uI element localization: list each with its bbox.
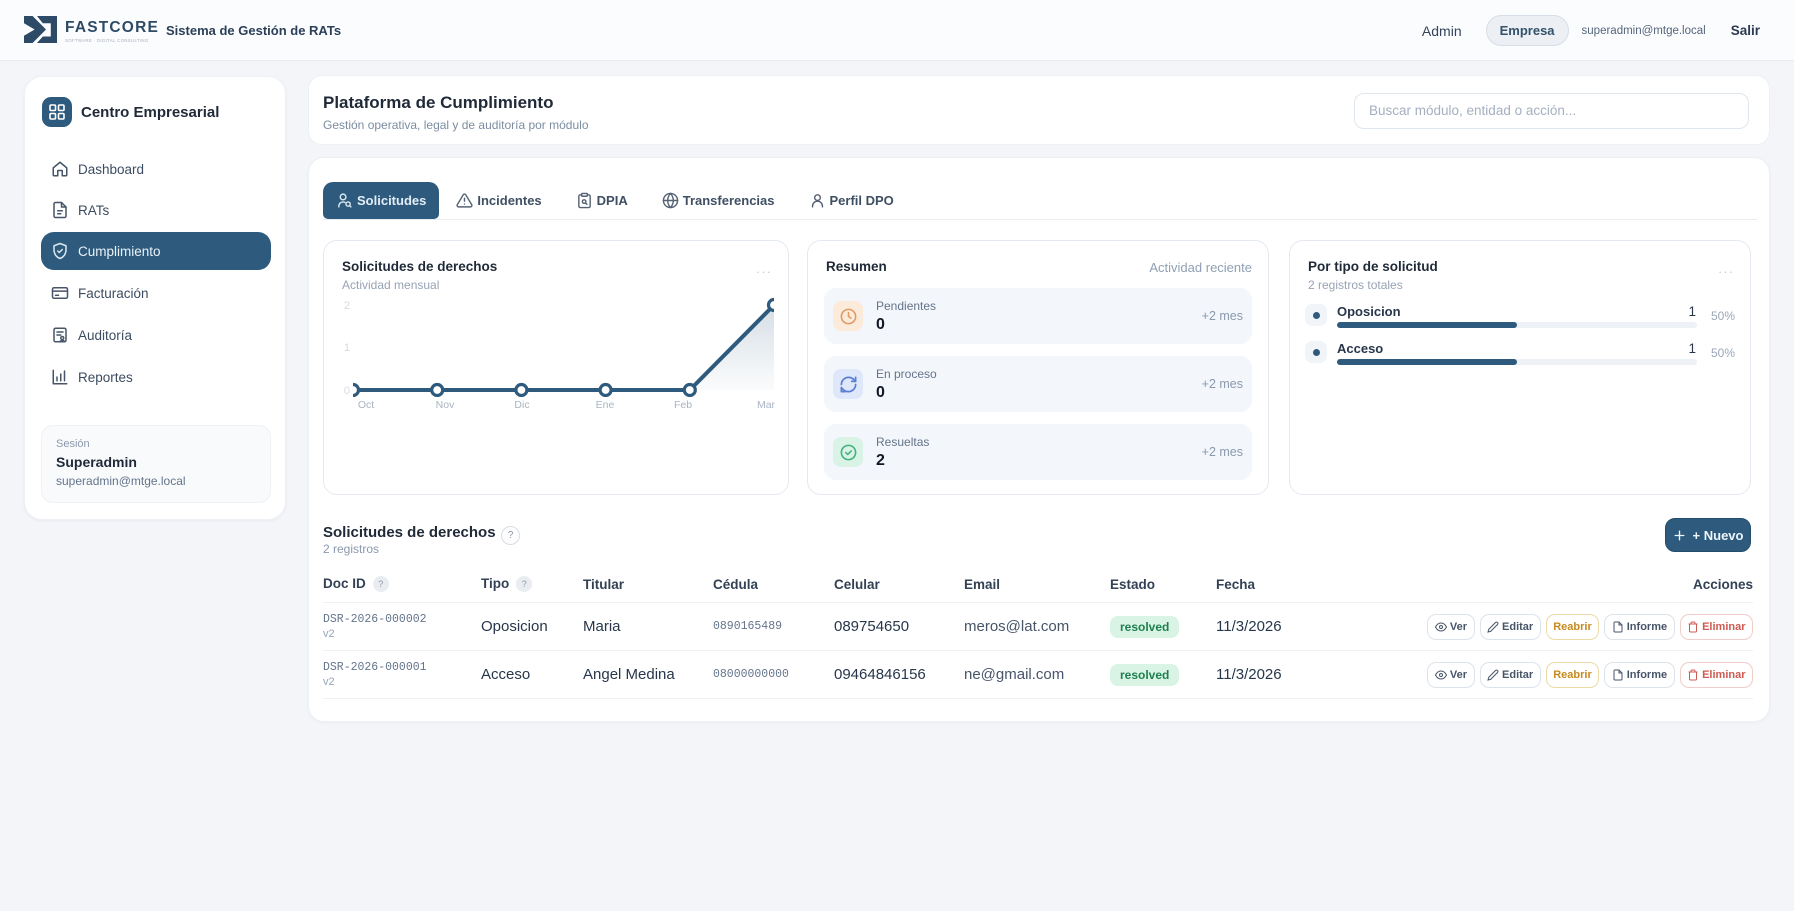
svg-text:0: 0 <box>344 385 350 397</box>
svg-text:Feb: Feb <box>674 399 692 411</box>
svg-text:1: 1 <box>344 342 350 354</box>
svg-text:Dic: Dic <box>514 399 529 411</box>
svg-text:Mar: Mar <box>757 399 776 411</box>
svg-text:Ene: Ene <box>596 399 615 411</box>
svg-text:2: 2 <box>344 300 350 312</box>
svg-text:Oct: Oct <box>358 399 374 411</box>
svg-text:Nov: Nov <box>436 399 455 411</box>
